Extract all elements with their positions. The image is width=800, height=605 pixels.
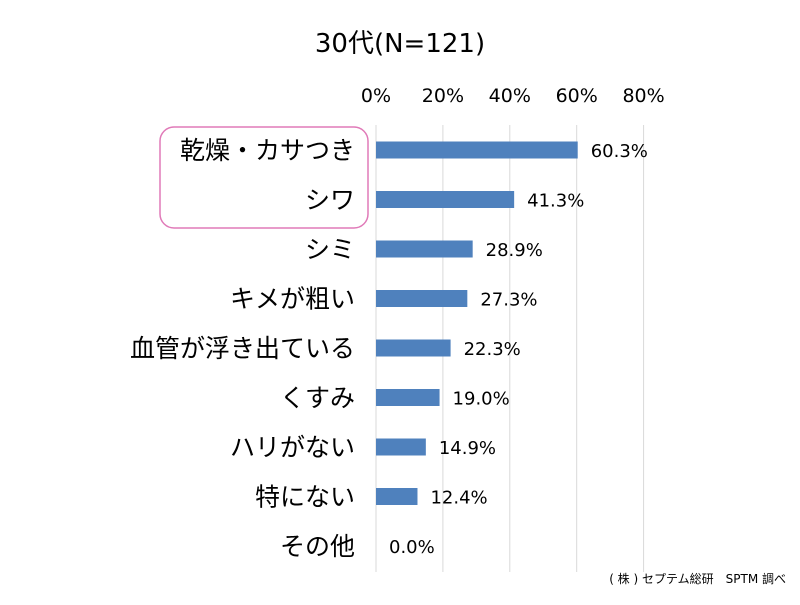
value-label-7: 14.9%	[439, 438, 496, 459]
x-tick-label-40: 40%	[489, 85, 531, 107]
value-label-8: 12.4%	[430, 488, 487, 509]
x-tick-label-20: 20%	[422, 85, 464, 107]
category-label-5: 血管が浮き出ている	[130, 334, 355, 363]
x-tick-label-80: 80%	[622, 85, 664, 107]
bar-3	[376, 240, 473, 258]
category-label-3: シミ	[305, 235, 355, 264]
bar-8	[376, 488, 418, 505]
value-labels: 60.3% 41.3% 28.9% 27.3% 22.3% 19.0% 14.9% 12.4%…	[389, 141, 648, 558]
source-note: ( 株 ) セプテム総研 SPTM 調べ	[609, 572, 786, 586]
category-label-6: くすみ	[280, 384, 355, 413]
bars	[376, 141, 578, 505]
category-label-8: 特にない	[255, 483, 355, 512]
bar-2	[376, 191, 515, 208]
category-label-7: ハリがない	[230, 433, 355, 462]
x-tick-label-0: 0%	[361, 85, 391, 107]
value-label-2: 41.3%	[527, 191, 584, 212]
x-tick-label-60: 60%	[556, 85, 598, 107]
value-label-1: 60.3%	[591, 141, 648, 162]
value-label-5: 22.3%	[464, 339, 521, 360]
highlight-box	[159, 126, 369, 229]
chart-title: 30代(N=121)	[315, 29, 485, 59]
bar-5	[376, 339, 451, 357]
value-label-6: 19.0%	[453, 389, 510, 410]
value-label-9: 0.0%	[389, 537, 435, 558]
bar-1	[376, 141, 578, 159]
bar-7	[376, 438, 426, 456]
bar-6	[376, 389, 440, 406]
highlight-rect	[159, 126, 369, 229]
category-label-2: シワ	[305, 186, 355, 215]
category-label-4: キメが粗い	[230, 285, 355, 314]
value-label-4: 27.3%	[480, 290, 537, 311]
bar-4	[376, 290, 468, 307]
x-tick-labels: 0% 20% 40% 60% 80%	[361, 85, 665, 107]
category-label-1: 乾燥・カサつき	[180, 136, 355, 165]
category-label-9: その他	[280, 532, 355, 561]
value-label-3: 28.9%	[486, 240, 543, 261]
